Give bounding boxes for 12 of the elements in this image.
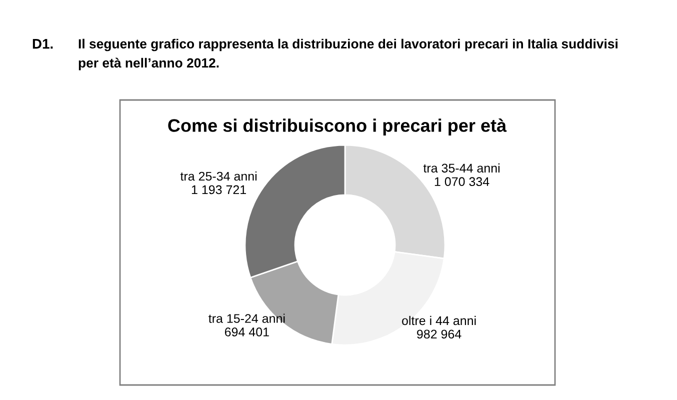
slice-label: tra 25-34 anni bbox=[180, 171, 257, 181]
slice-label: tra 35-44 anni bbox=[423, 163, 500, 173]
data-label: 982 964 bbox=[417, 330, 462, 339]
data-label: 694 401 bbox=[224, 328, 269, 336]
text: per età nell’anno 2012. bbox=[78, 58, 219, 70]
slice-label: oltre i 44 anni bbox=[402, 316, 476, 326]
slice-label: tra 15-24 anni bbox=[208, 314, 285, 323]
data-label: 1 193 721 bbox=[192, 185, 246, 194]
text: Il seguente grafico rappresenta la distribuzione dei lavoratori precari in Italia suddivisi bbox=[78, 38, 618, 52]
text: D1. bbox=[32, 39, 53, 49]
chart-title: Come si distribuiscono i precari per età bbox=[168, 118, 507, 136]
data-label: 1 070 334 bbox=[434, 177, 490, 186]
